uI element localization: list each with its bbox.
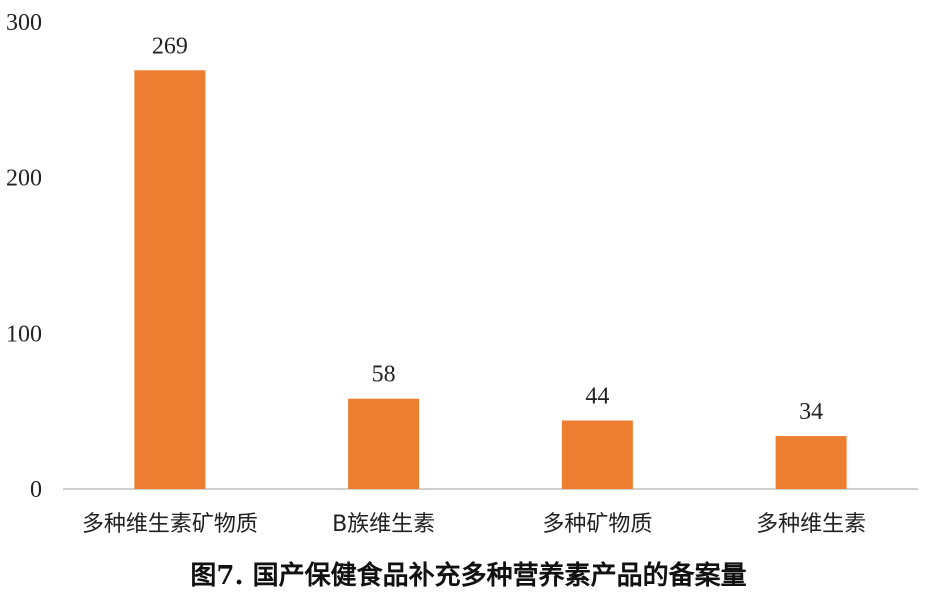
data-label: 44 xyxy=(585,384,609,410)
y-tick-label: 0 xyxy=(30,477,42,503)
category-label: B族维生素 xyxy=(332,512,435,537)
bar-chart: 0100200300 269584434 多种维生素矿物质 B族维生素 多种矿物质多… xyxy=(6,10,918,537)
category-label: 多种矿物质 xyxy=(542,512,652,537)
bar xyxy=(348,398,420,489)
y-axis-ticks: 0 100 200 300 xyxy=(6,10,42,503)
bars xyxy=(134,70,847,490)
y-tick-label: 300 xyxy=(6,10,42,36)
bar xyxy=(561,420,633,489)
bar xyxy=(134,70,206,490)
y-tick-label: 200 xyxy=(6,166,42,192)
data-labels: 269 58 44 34 xyxy=(152,33,823,425)
data-label: 34 xyxy=(799,399,823,425)
y-tick-label: 100 xyxy=(6,321,42,347)
bar xyxy=(775,436,847,489)
category-label: 多种维生素 xyxy=(756,512,866,537)
data-label: 58 xyxy=(372,362,396,388)
data-label: 269 xyxy=(152,33,188,59)
category-label: 多种维生素矿物质 xyxy=(82,512,258,537)
chart-caption: 图7. 国产保健食品补充多种营养素产品的备案量 xyxy=(190,561,747,591)
category-labels: 多种维生素矿物质 B族维生素 多种矿物质 多种维生素 xyxy=(82,512,866,537)
